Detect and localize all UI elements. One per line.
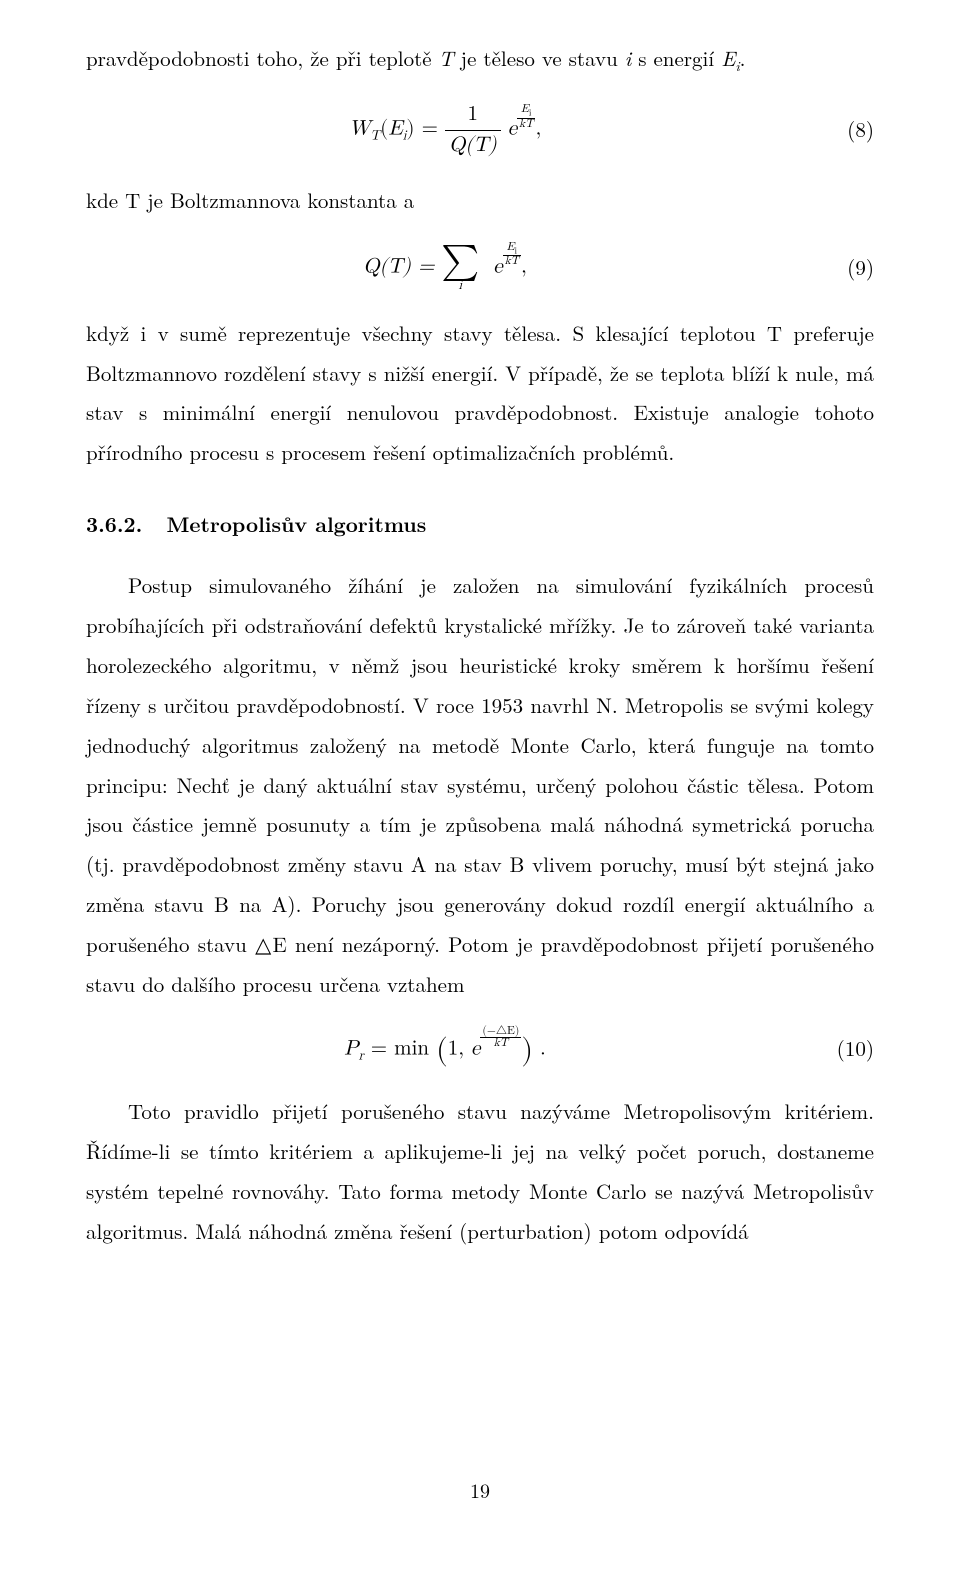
eq-ofT: (T) (465, 135, 497, 156)
section-title: Metropolisův algoritmus (166, 509, 426, 539)
paragraph-4: Postup simulovaného žíhání je založen na… (86, 566, 874, 1005)
eq-comma: , (535, 119, 541, 140)
math-var-T: T (439, 43, 454, 73)
equation-9-body: Q(T) = ∑ i eEikT, (86, 242, 804, 293)
eq-Tsub: T (370, 129, 380, 143)
eq-E: E (388, 119, 402, 140)
page-number: 19 (86, 1471, 874, 1509)
eq-exp-kT: kT (519, 119, 533, 130)
section-number: 3.6.2. (86, 509, 142, 539)
eq-bigclose: ) (521, 1035, 533, 1065)
text: s energií (631, 43, 721, 73)
eq-e: e (493, 256, 502, 277)
eq-ofT: (T) = (379, 256, 441, 277)
math-var-Ei: Ei (721, 43, 739, 73)
eq-exp-i: i (514, 246, 517, 255)
paragraph-3: když i v sumě reprezentuje všechny stavy… (86, 314, 874, 474)
eq-one: 1, (448, 1038, 471, 1059)
eq-bigopen: ( (436, 1035, 448, 1065)
equation-10-number: (10) (804, 1034, 874, 1063)
eq-exp-num: (−△E) (480, 1026, 521, 1039)
equation-10-body: Pr = min (1, e(−△E)kT) . (86, 1026, 804, 1071)
eq-frac-num: 1 (445, 100, 501, 130)
equation-8-body: WT(Ei) = 1 Q(T) eEikT, (86, 100, 804, 160)
text: pravděpodobnosti toho, že při teplotě (86, 43, 439, 73)
section-heading: 3.6.2. Metropolisův algoritmus (86, 505, 874, 545)
paragraph-2: kde T je Boltzmannova konstanta a (86, 181, 874, 221)
equation-8: WT(Ei) = 1 Q(T) eEikT, (8) (86, 100, 874, 160)
eq-Q: Q (363, 256, 379, 277)
eq-exp-kT: kT (505, 256, 519, 267)
equation-9: Q(T) = ∑ i eEikT, (9) (86, 242, 874, 293)
eq-fraction: 1 Q(T) (445, 100, 501, 160)
paragraph-5: Toto pravidlo přijetí porušeného stavu n… (86, 1092, 874, 1252)
eq-exp: Ei kT (517, 104, 535, 130)
eq-sum: ∑ i (441, 243, 479, 293)
equation-9-number: (9) (804, 253, 874, 282)
text: je těleso ve stavu (454, 43, 625, 73)
eq-min: = min (364, 1038, 436, 1059)
eq-W: W (349, 119, 371, 140)
eq-exp-kT: kT (494, 1038, 508, 1049)
eq-P: P (344, 1038, 358, 1059)
text: . (740, 43, 746, 73)
equation-8-number: (8) (804, 115, 874, 144)
math-E: E (721, 43, 735, 73)
eq-exp-E: E (521, 104, 529, 115)
eq-exp: (−△E)kT (480, 1026, 521, 1050)
eq-exp-i: i (529, 108, 532, 117)
eq-e: e (471, 1038, 480, 1059)
eq-exp: EikT (503, 242, 521, 268)
eq-close-eq: ) = (406, 119, 444, 140)
eq-period: . (533, 1038, 546, 1059)
eq-e: e (508, 119, 517, 140)
equation-10: Pr = min (1, e(−△E)kT) . (10) (86, 1026, 874, 1071)
eq-sum-i: i (458, 278, 462, 292)
eq-comma: , (521, 256, 527, 277)
eq-Q: Q (449, 135, 465, 156)
paragraph-1: pravděpodobnosti toho, že při teplotě T … (86, 39, 874, 79)
